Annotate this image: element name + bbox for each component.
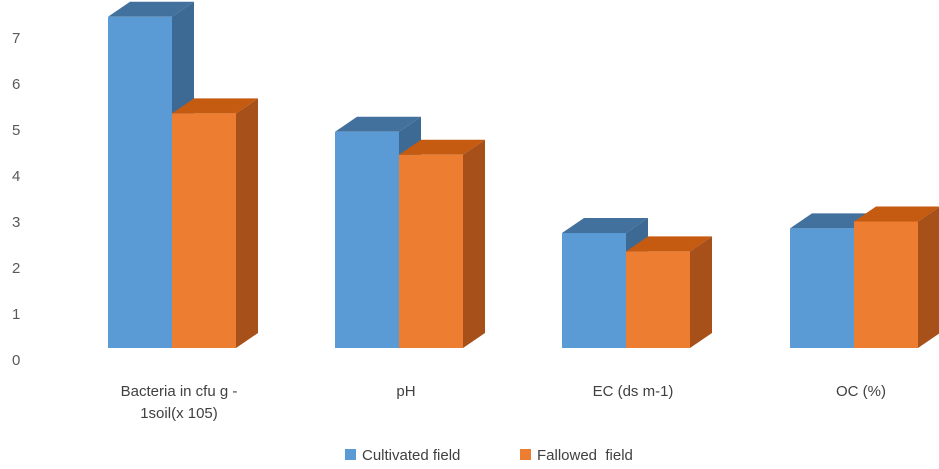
bar-top-face — [399, 139, 485, 155]
bar-front-face — [854, 221, 918, 348]
bar-side-face — [690, 236, 712, 348]
x-category-label: OC (%) — [836, 383, 886, 400]
bar-front-face — [172, 113, 236, 349]
legend-swatch — [345, 449, 356, 460]
bar-top-face — [108, 1, 194, 17]
y-tick-label: 3 — [12, 214, 20, 231]
y-tick-label: 5 — [12, 122, 20, 139]
bar-side-face — [236, 98, 258, 349]
bar-front-face — [108, 16, 172, 349]
y-axis: 0 1 2 3 4 5 6 7 — [12, 30, 20, 369]
legend: Cultivated field Fallowed field — [345, 447, 633, 464]
bar-front-face — [335, 131, 399, 348]
bar-top-face — [172, 98, 258, 114]
bar-front-face — [399, 154, 463, 348]
bar-side-face — [918, 207, 939, 348]
y-tick-label: 0 — [12, 352, 20, 369]
x-category-label: EC (ds m-1) — [593, 383, 674, 400]
bar-top-face — [335, 116, 421, 132]
bar-side-face — [463, 139, 485, 348]
legend-label: Fallowed field — [537, 447, 633, 464]
legend-swatch — [520, 449, 531, 460]
bar-front-face — [562, 233, 626, 348]
legend-label: Cultivated field — [362, 447, 460, 464]
bars — [108, 1, 939, 349]
bar-front-face — [790, 228, 854, 348]
x-category-label: pH — [396, 383, 415, 400]
bar-fallowed-2 — [626, 236, 712, 348]
bar-top-face — [562, 218, 648, 233]
bar-fallowed-1 — [399, 139, 485, 348]
y-tick-label: 1 — [12, 306, 20, 323]
bar-fallowed-0 — [172, 98, 258, 349]
bar-top-face — [626, 236, 712, 252]
x-axis: Bacteria in cfu g -1soil(x 105) pH EC (ds … — [121, 383, 886, 422]
y-tick-label: 7 — [12, 30, 20, 47]
bar-top-face — [854, 206, 939, 222]
y-tick-label: 2 — [12, 260, 20, 277]
bar-fallowed-3 — [854, 206, 939, 348]
y-tick-label: 4 — [12, 168, 20, 185]
y-tick-label: 6 — [12, 76, 20, 93]
x-category-label: Bacteria in cfu g -1soil(x 105) — [121, 383, 238, 422]
bar-front-face — [626, 251, 690, 348]
